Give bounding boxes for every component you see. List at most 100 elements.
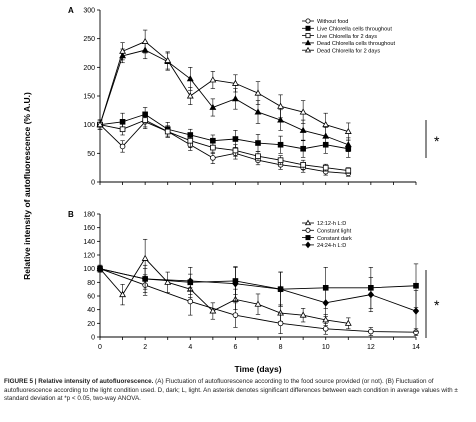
series-line — [99, 121, 349, 174]
data-point — [299, 126, 307, 133]
data-point — [231, 95, 239, 102]
data-point — [164, 128, 171, 135]
data-point — [119, 143, 126, 150]
y-tick-label: 200 — [83, 65, 95, 72]
y-tick-label: 20 — [87, 321, 95, 328]
y-tick-label: 40 — [87, 307, 95, 314]
data-point — [344, 141, 352, 148]
significance-marker: * — [434, 297, 440, 313]
data-point — [209, 76, 217, 83]
legend-marker — [304, 39, 312, 46]
x-tick-label: 10 — [322, 344, 330, 351]
legend-label: 12:12-h L:D — [317, 221, 346, 227]
y-tick-label: 0 — [91, 335, 95, 342]
data-point — [300, 145, 306, 152]
series-line — [99, 49, 349, 146]
data-point — [164, 278, 172, 285]
y-tick-label: 100 — [83, 122, 95, 129]
data-point — [413, 282, 419, 289]
data-point — [119, 126, 126, 133]
data-point — [277, 157, 284, 164]
y-tick-label: 160 — [83, 225, 95, 232]
series-dead-chlorella-for-2-days — [96, 29, 352, 141]
y-tick-label: 120 — [83, 253, 95, 260]
y-axis-label: Relative intensity of autofluorescence (… — [22, 92, 32, 280]
legend-label: 24:24-h L:D — [317, 243, 346, 249]
x-tick-label: 6 — [233, 344, 237, 351]
data-point — [254, 108, 262, 115]
legend-marker — [305, 25, 311, 31]
legend-label: Constant dark — [317, 236, 352, 242]
data-point — [141, 37, 149, 44]
x-tick-label: 12 — [367, 344, 375, 351]
data-point — [277, 116, 285, 123]
x-tick-label: 2 — [143, 344, 147, 351]
data-point — [186, 92, 194, 99]
data-point — [255, 140, 261, 146]
figure-caption: FIGURE 5 | Relative intensity of autoflu… — [4, 378, 470, 404]
data-point — [277, 285, 284, 293]
series-line — [99, 113, 349, 150]
significance-marker: * — [434, 133, 440, 149]
y-tick-label: 180 — [83, 212, 95, 219]
series-24-24-h-l-d — [96, 264, 420, 332]
data-point — [254, 89, 262, 96]
series-line — [99, 268, 417, 333]
legend: Without food Live Chlorella cells through… — [302, 18, 395, 54]
x-tick-label: 4 — [188, 344, 192, 351]
data-point — [300, 161, 306, 168]
x-axis-label: Time (days) — [234, 364, 281, 374]
data-point — [322, 299, 329, 307]
data-point — [210, 155, 216, 161]
data-point — [232, 136, 239, 142]
data-point — [232, 279, 239, 288]
series-line — [99, 257, 349, 324]
data-point — [254, 300, 262, 307]
legend-label: Live Chlorella for 2 days — [317, 34, 377, 40]
panel-b: B 0 20 40 60 80 100 120 140 160 180 0 2 4 6 8 10 12 14 12:1… — [68, 210, 440, 351]
x-tick-label: 0 — [98, 344, 102, 351]
legend-marker — [304, 219, 312, 226]
legend-marker — [305, 18, 311, 24]
panel-label: B — [68, 210, 74, 219]
data-point — [299, 311, 307, 318]
data-point — [96, 264, 104, 273]
y-tick-label: 250 — [83, 36, 95, 43]
legend-label: Live Chlorella cells throughout — [317, 27, 392, 33]
data-point — [322, 164, 329, 171]
data-point — [232, 312, 239, 318]
y-tick-label: 100 — [83, 266, 95, 273]
y-tick-label: 150 — [83, 94, 95, 101]
legend-marker — [304, 46, 312, 53]
legend-label: Dead Chlorella for 2 days — [317, 48, 380, 54]
data-point — [164, 56, 172, 63]
data-point — [141, 275, 149, 283]
data-point — [187, 277, 194, 285]
data-point — [231, 79, 239, 86]
caption-text: (A) Fluctuation of autofluorescence acco… — [4, 378, 458, 403]
data-point — [186, 75, 194, 82]
data-point — [96, 120, 104, 128]
y-tick-label: 60 — [87, 294, 95, 301]
series-live-chlorella-for-2-days — [97, 112, 352, 174]
x-tick-label: 14 — [412, 344, 420, 351]
data-point — [232, 147, 239, 154]
y-tick-label: 140 — [83, 239, 95, 246]
y-tick-label: 50 — [87, 151, 95, 158]
data-point — [187, 298, 194, 305]
data-point — [322, 325, 329, 332]
series-line — [99, 41, 349, 132]
data-point — [344, 127, 352, 134]
x-tick-label: 8 — [279, 344, 283, 351]
data-point — [368, 328, 374, 335]
data-point — [322, 120, 330, 128]
caption-lead: FIGURE 5 | Relative intensity of autoflu… — [4, 378, 154, 385]
series-dead-chlorella-cells-throughout — [96, 41, 352, 152]
data-point — [367, 290, 375, 299]
y-tick-label: 80 — [87, 280, 95, 287]
data-point — [255, 153, 261, 160]
legend-marker — [305, 227, 311, 233]
data-point — [119, 47, 127, 54]
series-line — [99, 268, 417, 312]
